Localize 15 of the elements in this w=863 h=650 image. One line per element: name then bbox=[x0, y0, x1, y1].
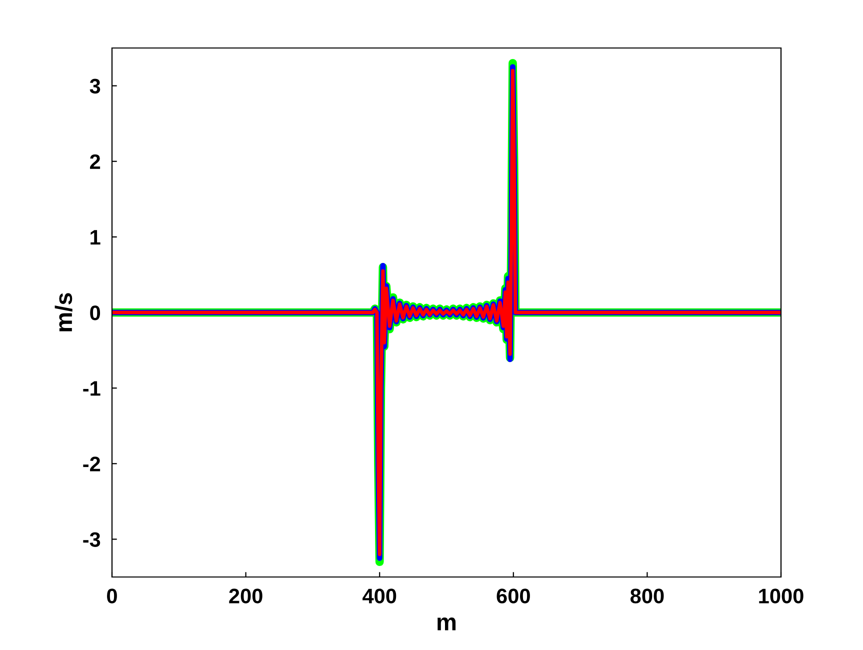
y-axis-title: m/s bbox=[54, 293, 72, 332]
x-tick-label: 600 bbox=[496, 588, 530, 604]
y-tick-label: 0 bbox=[90, 306, 100, 320]
y-tick-label: -1 bbox=[83, 381, 100, 396]
x-tick-label: 0 bbox=[107, 588, 117, 604]
x-tick-label: 1000 bbox=[759, 588, 804, 604]
y-tick-label: -3 bbox=[83, 532, 100, 547]
x-tick-label: 800 bbox=[630, 588, 664, 604]
y-tick-label: 3 bbox=[90, 78, 100, 94]
y-tick-label: -2 bbox=[83, 456, 100, 472]
x-tick-label: 400 bbox=[362, 588, 396, 604]
y-tick-label: 2 bbox=[90, 154, 100, 169]
x-axis-title: m bbox=[438, 617, 456, 630]
y-tick-label: 1 bbox=[90, 230, 100, 244]
x-tick-label: 200 bbox=[229, 588, 262, 604]
